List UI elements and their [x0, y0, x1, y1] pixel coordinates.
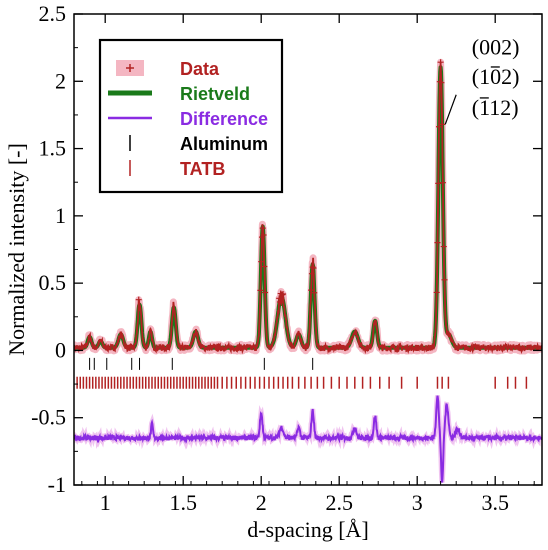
legend-label: Data — [180, 59, 220, 79]
legend-item: Difference — [108, 109, 268, 129]
data-point — [280, 290, 287, 297]
data-markers — [135, 59, 448, 306]
data-point — [310, 265, 317, 272]
data-point — [261, 263, 268, 270]
y-tick-label: -0.5 — [31, 405, 66, 430]
data-point — [279, 291, 286, 298]
data-point — [439, 121, 446, 128]
data-point — [436, 123, 443, 130]
peak-label: (102) — [472, 64, 520, 89]
legend-label: TATB — [180, 159, 225, 179]
x-tick-label: 3 — [412, 490, 423, 515]
legend-label: Difference — [180, 109, 268, 129]
data-point — [257, 287, 264, 294]
legend-plus-icon — [126, 64, 134, 72]
data-point — [258, 258, 265, 265]
difference-series — [74, 395, 542, 483]
data-point — [308, 287, 315, 294]
y-tick-label: -1 — [48, 472, 66, 497]
x-axis-label: d-spacing [Å] — [247, 517, 369, 542]
data-point — [276, 295, 283, 302]
peak-label: (112) — [472, 95, 519, 120]
data-point — [262, 289, 269, 296]
data-point — [437, 59, 444, 66]
y-tick-label: 1 — [55, 203, 66, 228]
data-point — [135, 296, 142, 303]
data-point — [433, 289, 440, 296]
plot-area — [74, 58, 542, 484]
plot-content — [74, 58, 542, 484]
x-tick-label: 3.5 — [481, 490, 509, 515]
legend-item: TATB — [129, 159, 225, 179]
legend-item: Rietveld — [108, 84, 250, 104]
x-tick-label: 2 — [256, 490, 267, 515]
data-series — [74, 62, 542, 355]
data-point — [438, 79, 445, 86]
data-point — [434, 239, 441, 246]
y-tick-label: 0 — [55, 337, 66, 362]
tatb-ticks — [76, 376, 528, 389]
data-point — [441, 276, 448, 283]
data-point — [311, 289, 318, 296]
legend-label: Rietveld — [180, 84, 250, 104]
data-point — [259, 225, 266, 232]
legend: Data Rietveld Difference Aluminum TATB — [98, 38, 284, 194]
data-point — [435, 180, 442, 187]
peak-label: (002) — [472, 34, 520, 59]
data-point — [278, 299, 285, 306]
y-tick-label: 2.5 — [39, 1, 67, 26]
axes: 1 1.5 2 2.5 3 3.5-1-0.500.511.522.5d-spacing … — [4, 1, 543, 542]
x-tick-label: 2.5 — [325, 490, 353, 515]
y-tick-label: 2 — [55, 68, 66, 93]
legend-item: Data — [116, 59, 220, 79]
annotation-leader — [444, 94, 457, 125]
y-tick-label: 0.5 — [39, 270, 67, 295]
legend-label: Aluminum — [180, 134, 268, 154]
aluminum-ticks — [89, 357, 314, 370]
data-point — [309, 264, 316, 271]
legend-item: Aluminum — [129, 134, 268, 154]
x-tick-label: 1 — [100, 490, 111, 515]
peak-annotations: (002) (102) (112) — [444, 34, 520, 125]
data-point — [308, 270, 315, 277]
data-point — [440, 243, 447, 250]
y-axis-label: Normalized intensity [-] — [4, 143, 29, 356]
y-tick-label: 1.5 — [39, 136, 67, 161]
x-tick-label: 1.5 — [169, 490, 197, 515]
data-point — [439, 179, 446, 186]
data-point — [260, 232, 267, 239]
